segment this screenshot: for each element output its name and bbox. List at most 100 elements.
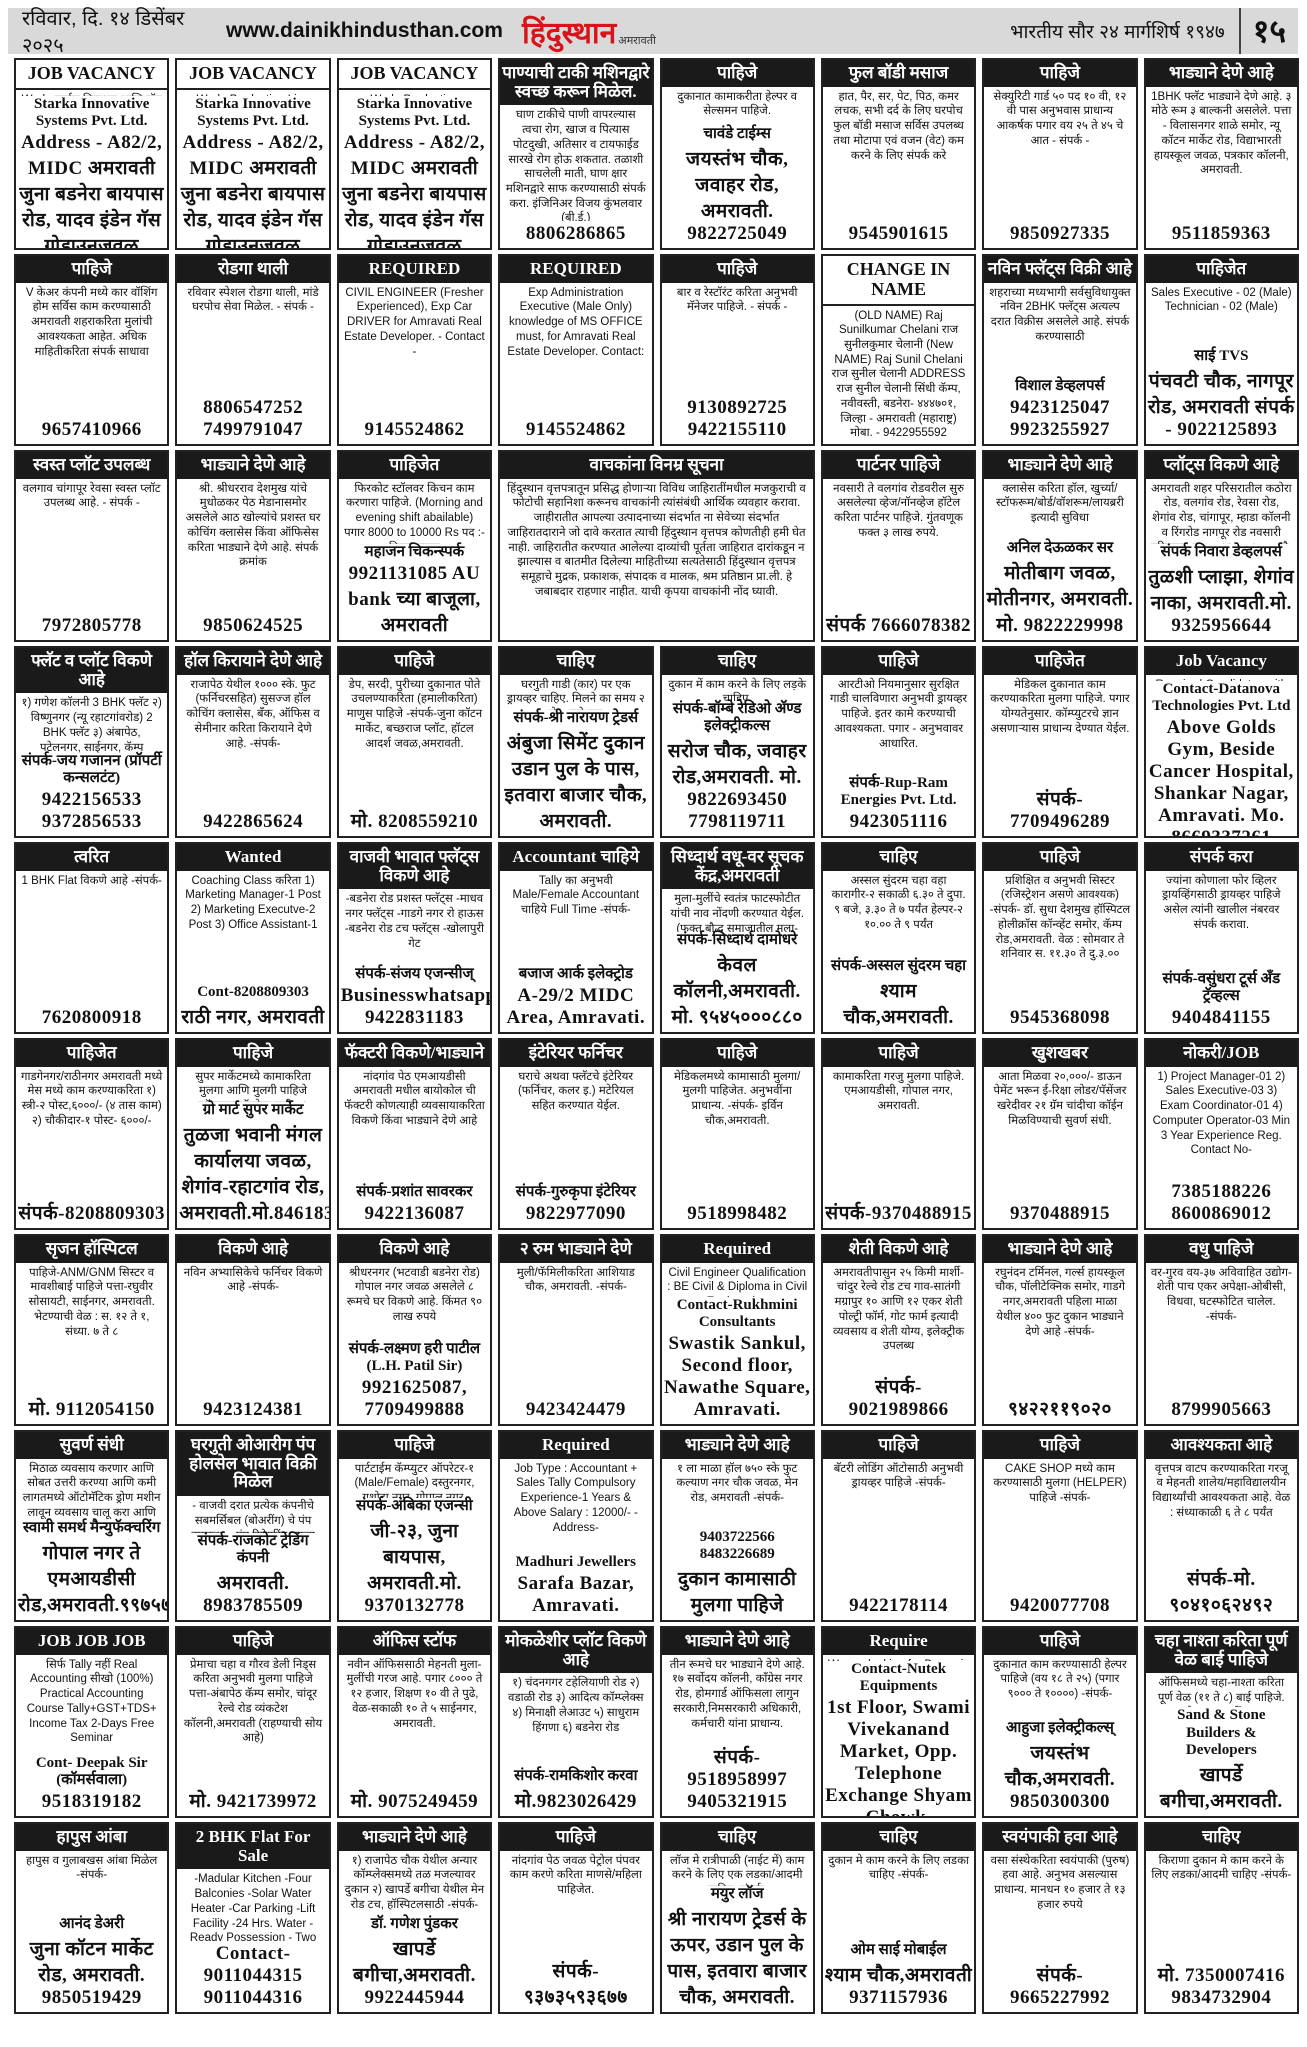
ad-advertiser: संपर्क-राजकोट ट्रेडिंग कंपनी xyxy=(197,1532,309,1566)
classified-ad: भाड्याने देणे आहे क्लासेस करिता हॉल, खुर्… xyxy=(982,450,1138,642)
ad-contact: मो. 9112054150 xyxy=(28,1399,155,1420)
ad-contact: राठी नगर, अमरावती xyxy=(181,1007,325,1028)
ad-advertiser: Cont-8208809303 xyxy=(197,983,309,1000)
ad-contact: 9130892725 9422155110 xyxy=(687,397,788,440)
edition-city: अमरावती xyxy=(618,35,656,47)
ad-contact: 9511859363 xyxy=(1171,223,1271,244)
ad-advertiser: संपर्क-वसुंधरा टूर्स अँड ट्रॅव्हल्स xyxy=(1162,970,1281,1004)
classified-ad: सुवर्ण संधी मिठाळ व्यवसाय करणार आणि सोबत … xyxy=(14,1430,170,1622)
ad-title: पाहिजेत xyxy=(338,452,491,479)
classified-ad: Required Job Type : Accountant + Sales Ta… xyxy=(498,1430,654,1622)
classified-ad: नोकरी/JOB 1) Project Manager-01 2) Sales … xyxy=(1143,1038,1299,1230)
ad-advertiser: Madhuri Jewellers xyxy=(515,1553,637,1570)
ad-advertiser: संपर्क-संजय एजन्सीज् xyxy=(355,965,474,982)
ad-title: स्वयंपाकी हवा आहे xyxy=(984,1824,1136,1851)
ad-title: रोडगा थाली xyxy=(177,256,329,283)
ad-title: चाहिए xyxy=(822,1824,975,1851)
ad-advertiser: डॉ. गणेश पुंडकर xyxy=(371,1915,458,1932)
ad-advertiser: संपर्क-लक्ष्मण हरी पाटील (L.H. Patil Sir… xyxy=(348,1340,481,1374)
ad-body: आरटीओ नियमानुसार सुरक्षित गाडी चालविणारा… xyxy=(829,678,968,750)
classified-ad: पाहिजे सेक्युरिटी गार्ड ५० पद १० वी, १२ व… xyxy=(982,58,1138,250)
ad-body: कामाकरिता गरजु मुलगा पाहिजे. एमआयडीसी, ग… xyxy=(832,1070,965,1113)
ad-contact: 9422178114 xyxy=(849,1595,949,1616)
classified-ad: Accountant चाहिये Tally का अनुभवी Male/Fe… xyxy=(498,842,654,1034)
classified-ad: Required Civil Engineer Qualification : B… xyxy=(659,1234,815,1426)
ad-contact: खापर्डे बगीचा,अमरावती. 9922445944 xyxy=(353,1939,476,2008)
ad-advertiser: संपर्क-गुरुकृपा इंटेरियर xyxy=(515,1183,636,1200)
classified-ad: 2 BHK Flat For Sale -Madular Kitchen -Fou… xyxy=(175,1822,331,2014)
ad-advertiser: 9403722566 8483226689 xyxy=(699,1528,775,1562)
ad-body: डेप, सरदी, पुरीच्या दुकानात पोते उचलण्या… xyxy=(346,678,483,750)
classified-ad: फॅक्टरी विकणे/भाड्याने नांदगांव पेठ एमआयड… xyxy=(336,1038,493,1230)
ad-contact: मो. 7350007416 9834732904 xyxy=(1157,1965,1285,2008)
ad-body: अमरावतीपासुन २५ किमी मार्शी-चांदुर रेल्व… xyxy=(833,1266,965,1353)
website-link[interactable]: www.dainikhindusthan.com xyxy=(226,19,503,42)
ad-body: वसा संस्थेकरिता स्वयंपाकी (पुरुष) हवा आह… xyxy=(990,1854,1130,1911)
ad-title: सुवर्ण संधी xyxy=(16,1432,168,1459)
ad-title: विकणे आहे xyxy=(177,1236,329,1263)
ad-advertiser: संपर्क-बॉम्बे रेडिओ ॲण्ड इलेक्ट्रीकल्स xyxy=(672,700,802,734)
ad-contact: श्याम चौक,अमरावती 9371157936 xyxy=(824,1965,973,2008)
ad-body: घरगुती गाडी (कार) पर एक ड्रायव्हर चाहिए.… xyxy=(506,678,645,710)
ad-contact: जयस्तंभ चौक,अमरावती. 9850300300 xyxy=(1004,1743,1116,1812)
ad-title: पाहिजे xyxy=(177,1040,329,1067)
ad-body: १) राजापेठ चौक येथील अन्यार कॉम्प्लेक्सम… xyxy=(344,1854,485,1911)
ad-title: प्लॉट्स विकणे आहे xyxy=(1145,452,1297,479)
ad-contact: श्याम चौक,अमरावती. xyxy=(843,981,954,1028)
ad-contact: गोपाल नगर ते एमआयडीसी रोड,अमरावती.९९७५७०… xyxy=(18,1543,167,1616)
classified-ad: पाहिजे CAKE SHOP मध्ये काम करण्यासाठी मुल… xyxy=(982,1430,1138,1622)
classified-ad: CHANGE IN NAME (OLD NAME) Raj Sunilkumar … xyxy=(820,254,977,446)
classified-ad: चाहिए घरगुती गाडी (कार) पर एक ड्रायव्हर च… xyxy=(498,646,654,838)
classified-ad: पाहिजे डेप, सरदी, पुरीच्या दुकानात पोते उ… xyxy=(336,646,493,838)
classified-ad: JOB VACANCYWork: Production Line Salary … xyxy=(175,58,331,250)
classified-ad: REQUIRED CIVIL ENGINEER (Fresher Experien… xyxy=(336,254,493,446)
ad-body: घाण टाकीचे पाणी वापरल्यास त्वचा रोग, खाज… xyxy=(505,109,646,221)
ad-contact: Above Golds Gym, Beside Cancer Hospital,… xyxy=(1148,717,1294,838)
ad-contact: 9422156533 9372856533 xyxy=(41,789,142,832)
ad-title: चाहिए xyxy=(822,844,975,871)
ad-title: भाड्याने देणे आहे xyxy=(984,452,1136,479)
ad-body: CIVIL ENGINEER (Fresher Experienced), Ex… xyxy=(344,286,485,358)
ad-contact: Address - A82/2, MIDC अमरावती जुना बडनेर… xyxy=(180,132,326,250)
classified-ad: पाहिजे दुकानात कामाकरीता हेल्पर व सेल्समन… xyxy=(659,58,815,250)
classifieds-grid: JOB VACANCYWork: पार्सल पिकअप आणि ड्रॉप … xyxy=(14,58,1299,2014)
ad-title: फुल बॉडी मसाज xyxy=(822,60,975,87)
ad-advertiser: आहुजा इलेक्ट्रीकल्स् xyxy=(1006,1719,1114,1736)
ad-title: Require xyxy=(822,1628,975,1655)
ad-title: चाहिए xyxy=(500,648,652,675)
ad-contact: 9423125047 9923255927 xyxy=(1009,397,1110,440)
ad-contact: 9404841155 xyxy=(1171,1007,1271,1028)
ad-body: नविन अभ्यासिकेचे फर्निचर विकणे आहे -संपर… xyxy=(183,1266,323,1294)
ad-contact: दुकान कामासाठी मुलगा पाहिजे xyxy=(677,1569,797,1616)
ad-body: 1) Project Manager-01 2) Sales Executive… xyxy=(1152,1070,1291,1157)
ad-contact: खापर्डे बगीचा,अमरावती. xyxy=(1159,1765,1283,1812)
classified-ad: JOB VACANCYWork: पार्सल पिकअप आणि ड्रॉप … xyxy=(14,58,170,250)
ad-title: JOB VACANCY xyxy=(177,60,329,90)
ad-title: पाहिजे xyxy=(500,1824,652,1851)
ad-advertiser: चावंडे टाईम्स xyxy=(703,125,771,142)
ad-body: 1 BHK Flat विकणे आहे -संपर्क- xyxy=(21,874,162,887)
ad-contact: 9518319182 xyxy=(41,1791,142,1812)
classified-ad: २ रुम भाड्याने देणे मुली/फॅमिलीकरिता आशिय… xyxy=(498,1234,654,1426)
ad-contact: 9921131085 AU bank च्या बाजूला, अमरावती xyxy=(348,563,481,636)
ad-contact: 9850927335 xyxy=(1009,223,1110,244)
ad-contact: संपर्क 7666078382 xyxy=(826,615,972,636)
ad-body: ज्यांना कोणाला फोर व्हिलर ड्रायव्हिंगसाठ… xyxy=(1162,874,1281,931)
ad-title: भाड्याने देणे आहे xyxy=(177,452,329,479)
ad-body: मुला-मुलींचे स्वतंत्र फाटस्फोटीत यांची न… xyxy=(670,893,805,932)
ad-contact: 9657410966 xyxy=(41,419,142,440)
classified-ad: Job VacancyRequired Candidates with good… xyxy=(1143,646,1299,838)
ad-title: वधु पाहिजे xyxy=(1145,1236,1297,1263)
ad-title: Required xyxy=(661,1236,813,1263)
ad-contact: केवल कॉलनी,अमरावती. मो. ९५४५०००८८० xyxy=(671,955,803,1028)
ad-title: सिध्दार्थ वधू-वर सूचक केंद्र,अमरावती xyxy=(661,844,813,890)
ad-contact: 9423424479 xyxy=(525,1399,626,1420)
classified-ad: पाहिजे सुपर मार्केटमध्ये कामाकरिता मुलगा … xyxy=(175,1038,331,1230)
ad-body: लॉज मे रात्रीपाळी (नाईट में) काम करने के… xyxy=(669,1854,805,1886)
ad-body: सेक्युरिटी गार्ड ५० पद १० वी, १२ वी पास … xyxy=(993,90,1127,147)
ad-title: JOB VACANCY xyxy=(16,60,168,90)
ad-title: घरगुती ओआरीग पंप होलसेल भावात विक्री मिळ… xyxy=(177,1432,329,1497)
ad-title: चाहिए xyxy=(661,1824,813,1851)
ad-title: पाहिजे xyxy=(661,256,813,283)
ad-body: -बडनेरा रोड प्रशस्त फ्लॅट्स -माधव नगर फ्… xyxy=(344,893,485,950)
